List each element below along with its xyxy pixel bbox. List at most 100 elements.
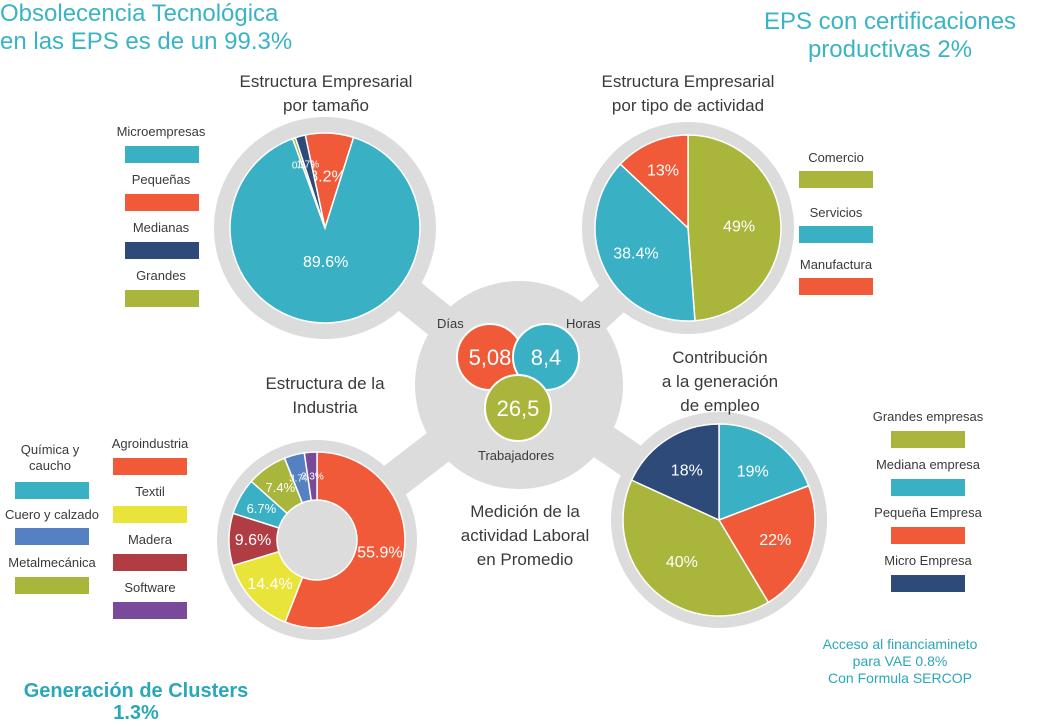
legend-swatch-quimica [15,482,89,499]
slice-servicios [594,163,696,322]
legend-swatch-pequenas [125,194,199,211]
legend-label-pequena-empresa: Pequeña Empresa [874,505,982,520]
legend-swatch-comercio [799,171,873,188]
hub-title-line-2: actividad Laboral [460,526,590,545]
hub-metrics: 5,08 8,4 26,5 [456,323,580,442]
metric-bubble-trabajadores [484,374,552,442]
data-label-grandes: 0.5% [292,161,315,172]
legend-label-agroindustria: Agroindustria [111,436,189,451]
obsolescence-headline: Obsolecencia Tecnológica en las EPS es d… [0,0,360,56]
legend-swatch-servicios [799,226,873,243]
data-label-servicios: 38.4% [613,245,658,262]
metric-value-trabajadores: 26,5 [497,396,540,421]
size-title-line-2: por tamaño [283,96,369,115]
pie-chart-0: 8.2% 89.6% 0.5%1.7% [229,132,421,324]
legend-label-manufactura: Manufactura [799,257,873,272]
metric-value-horas: 8,4 [531,345,562,370]
data-label-manufactura: 13% [647,163,679,180]
legend-swatch-pequena-empresa [891,527,965,544]
data-label-grandes-empresas: 40% [666,554,698,571]
slice-microempresas [229,136,421,324]
legend-label-textil: Textil [135,484,165,499]
slice-software [303,451,318,502]
legend-swatch-textil [113,506,187,523]
pie-chart-2: 55.9% 14.4% 9.6% 6.7% 7.4%3.7%2.3% [228,451,406,629]
certifications-headline: EPS con certificaciones productivas 2% [740,8,1040,64]
slice-agroindustria [284,451,406,629]
slice-medianas [294,134,326,229]
employment-title-line-3: de empleo [680,396,760,415]
legend-label-servicios: Servicios [809,205,863,220]
size-title-line-1: Estructura Empresarial [239,72,413,91]
data-label-qu-mica-y-caucho: 6.7% [247,501,277,516]
obsolescence-line-1: Obsolecencia Tecnológica [0,0,279,27]
industry-chart-title: Estructura de la Industria [220,372,430,420]
data-label-textil: 14.4% [247,576,292,593]
legend-swatch-madera [113,554,187,571]
clusters-line-2: 1.3% [113,702,159,724]
metric-value-días: 5,08 [469,345,512,370]
certifications-line-1: EPS con certificaciones [763,8,1017,35]
legend-swatch-mediana-empresa [891,479,965,496]
slice-peque-a-empresa [717,484,816,604]
employment-chart-title: Contribución a la generación de empleo [620,346,820,418]
legend-label-metalmecanica: Metalmecánica [8,555,96,570]
industry-title-line-1: Estructura de la [265,374,385,393]
legend-label-medianas: Medianas [132,220,190,235]
hub-title-line-3: en Promedio [476,550,574,569]
activity-chart-title: Estructura Empresarial por tipo de activ… [570,70,806,118]
legend-swatch-microempresas [125,146,199,163]
data-label-agroindustria: 55.9% [357,544,402,561]
certifications-line-2: productivas 2% [807,36,973,63]
legend-label-comercio: Comercio [808,150,864,165]
obsolescence-line-2: en las EPS es de un 99.3% [0,28,293,55]
legend-swatch-cuero [15,528,89,545]
legend-swatch-micro-empresa [891,575,965,592]
data-label-cuero-y-calzado: 3.7% [289,474,312,485]
legend-label-madera: Madera [127,532,173,547]
clusters-line-1: Generación de Clusters [23,680,249,702]
activity-title-line-2: por tipo de actividad [611,96,765,115]
legend-label-microempresas: Microempresas [116,124,206,139]
data-label-peque-a-empresa: 22% [759,532,791,549]
industry-title-line-2: Industria [292,398,358,417]
hub-title-line-1: Medición de la [470,502,580,521]
metric-label-trabajadores: Trabajadores [478,448,555,463]
data-label-software: 2.3% [301,472,324,483]
legend-swatch-software [113,602,187,619]
size-chart-title: Estructura Empresarial por tamaño [206,70,446,118]
legend-swatch-grandes-empresas [891,431,965,448]
slice-manufactura [619,134,689,230]
data-label-mediana-empresa: 19% [737,464,769,481]
data-label-peque-as: 8.2% [309,168,345,185]
legend-swatch-manufactura [799,278,873,295]
slice-mediana-empresa [718,423,810,522]
data-label-comercio: 49% [723,219,755,236]
data-label-madera: 9.6% [235,532,271,549]
legend-label-quimica: Química y caucho [20,442,80,473]
legend-label-micro-empresa: Micro Empresa [884,553,972,568]
data-label-metalmec-nica: 7.4% [266,480,296,495]
legend-swatch-medianas [125,242,199,259]
legend-swatch-agroindustria [113,458,187,475]
legend-label-software: Software [124,580,176,595]
employment-title-line-1: Contribución [672,348,768,367]
financing-line-1: Acceso al financiamineto [822,636,978,652]
legend-label-cuero: Cuero y calzado [5,507,99,522]
data-label-medianas: 1.7% [296,159,319,170]
clusters-headline: Generación de Clusters 1.3% [0,680,272,724]
employment-title-line-2: a la generación [661,372,779,391]
financing-line-3: Con Formula SERCOP [828,670,972,686]
metric-label-horas: Horas [566,316,601,331]
slice-grandes-empresas [622,479,770,617]
legend-label-mediana-empresa: Mediana empresa [875,457,981,472]
legend-swatch-metalmecanica [15,577,89,594]
slice-micro-empresa [630,423,720,522]
legend-label-grandes: Grandes [136,268,186,283]
legend-label-grandes-empresas: Grandes empresas [872,409,984,424]
slice-comercio [687,134,782,322]
legend-label-pequenas: Pequeñas [131,172,191,187]
pie-chart-3: 19% 22% 40% 18% [622,423,816,617]
legend-swatch-grandes [125,290,199,307]
